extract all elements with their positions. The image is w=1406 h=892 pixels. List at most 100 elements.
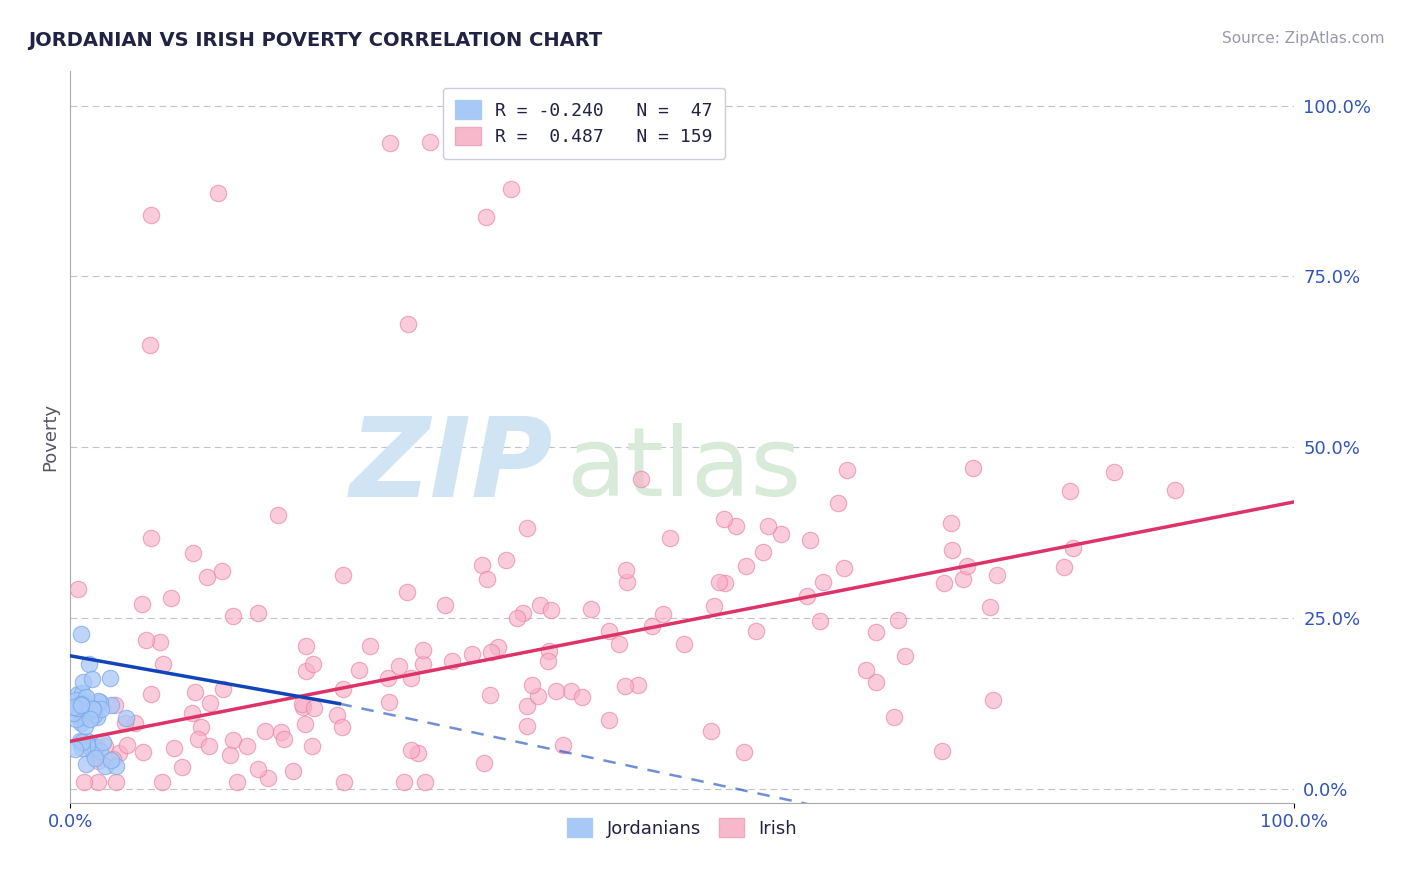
Point <box>152 657 174 671</box>
Point <box>932 575 955 590</box>
Point <box>76 738 98 752</box>
Point <box>87 775 110 789</box>
Point <box>894 649 917 664</box>
Point <box>66 582 89 597</box>
Point <box>270 725 292 739</box>
Point <box>865 675 887 690</box>
Point <box>76 733 98 747</box>
Point <box>378 695 401 709</box>
Point <box>475 573 498 587</box>
Point <box>73 775 96 789</box>
Point <box>527 690 550 704</box>
Point <box>73 700 96 714</box>
Point <box>440 654 463 668</box>
Point <box>941 516 963 530</box>
Point <box>302 657 325 672</box>
Point <box>813 575 835 590</box>
Point <box>598 713 620 727</box>
Point <box>651 607 673 621</box>
Point <box>956 558 979 573</box>
Point <box>84 740 107 755</box>
Point <box>751 545 773 559</box>
Point <box>86 709 108 723</box>
Point <box>522 678 544 692</box>
Point <box>1062 541 1084 556</box>
Point <box>332 681 354 696</box>
Point <box>72 675 94 690</box>
Point <box>613 679 636 693</box>
Point <box>471 558 494 573</box>
Point <box>65 700 87 714</box>
Point <box>641 619 664 633</box>
Point <box>149 635 172 649</box>
Point <box>799 533 821 548</box>
Point <box>70 627 93 641</box>
Point <box>70 697 93 711</box>
Point <box>419 135 441 149</box>
Point <box>387 659 409 673</box>
Point <box>832 561 855 575</box>
Point <box>981 693 1004 707</box>
Point <box>222 609 245 624</box>
Point <box>865 625 887 640</box>
Point <box>707 574 730 589</box>
Point <box>212 682 235 697</box>
Point <box>415 775 437 789</box>
Point <box>883 710 905 724</box>
Point <box>399 671 422 685</box>
Legend: Jordanians, Irish: Jordanians, Irish <box>560 811 804 845</box>
Point <box>247 763 270 777</box>
Point <box>160 591 183 605</box>
Point <box>257 771 280 785</box>
Point <box>412 642 434 657</box>
Point <box>614 563 637 577</box>
Point <box>83 708 105 723</box>
Point <box>326 708 349 723</box>
Point <box>75 756 97 771</box>
Point <box>141 531 163 545</box>
Point <box>291 697 314 711</box>
Point <box>93 758 115 772</box>
Point <box>115 710 138 724</box>
Point <box>183 546 205 560</box>
Point <box>135 632 157 647</box>
Point <box>301 739 323 753</box>
Point <box>399 743 422 757</box>
Point <box>87 754 110 768</box>
Point <box>673 637 696 651</box>
Text: atlas: atlas <box>565 424 801 516</box>
Point <box>82 746 104 760</box>
Point <box>1053 560 1076 574</box>
Point <box>377 671 399 685</box>
Point <box>70 715 93 730</box>
Point <box>770 526 793 541</box>
Point <box>544 684 567 698</box>
Y-axis label: Poverty: Poverty <box>41 403 59 471</box>
Point <box>598 624 620 638</box>
Point <box>163 740 186 755</box>
Point <box>124 716 146 731</box>
Point <box>63 741 86 756</box>
Point <box>69 701 91 715</box>
Point <box>1163 483 1185 498</box>
Point <box>359 639 381 653</box>
Point <box>627 678 650 692</box>
Point <box>537 654 560 668</box>
Point <box>139 687 162 701</box>
Point <box>63 699 86 714</box>
Point <box>139 208 162 222</box>
Point <box>571 690 593 704</box>
Point <box>65 693 87 707</box>
Point <box>75 690 97 704</box>
Point <box>65 712 87 726</box>
Point <box>579 602 602 616</box>
Point <box>69 698 91 712</box>
Point <box>82 702 104 716</box>
Point <box>433 598 456 612</box>
Point <box>347 663 370 677</box>
Point <box>77 657 100 671</box>
Point <box>986 568 1008 582</box>
Point <box>281 764 304 779</box>
Point <box>211 564 233 578</box>
Point <box>512 607 534 621</box>
